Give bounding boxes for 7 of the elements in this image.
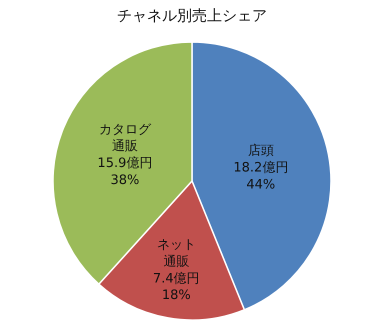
data-label: 15.9億円 38% <box>97 156 152 188</box>
chart-title: チャネル別売上シェア <box>117 6 267 24</box>
slice-label: 店頭 <box>248 142 274 159</box>
slice-label: カタログ通販 <box>98 122 152 154</box>
data-label: 18.2億円 44% <box>233 160 288 192</box>
data-label: 7.4億円 18% <box>152 271 200 304</box>
slice-label: ネット通販 <box>156 238 196 270</box>
